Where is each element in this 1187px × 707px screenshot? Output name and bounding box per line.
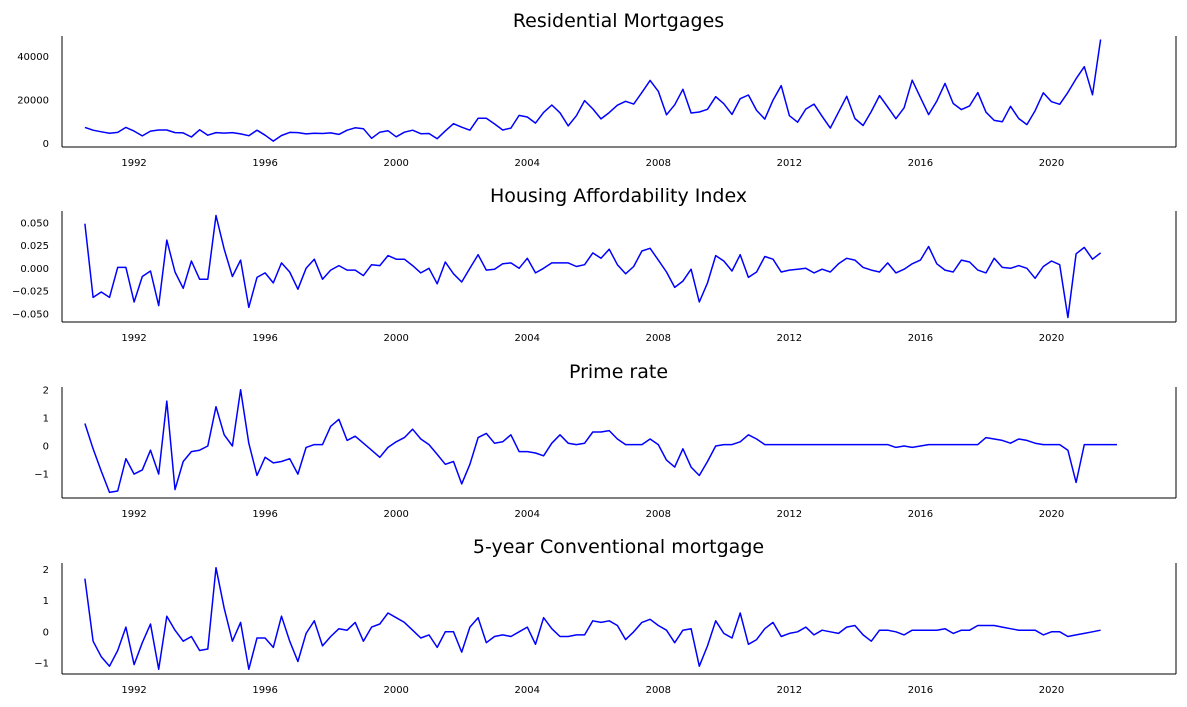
y-tick-label: 0: [43, 139, 49, 150]
x-tick-label: 2012: [777, 685, 802, 696]
x-tick-label: 1996: [252, 509, 277, 520]
x-tick-label: 1996: [252, 685, 277, 696]
x-tick-label: 2008: [646, 685, 671, 696]
y-tick-label: 1: [43, 413, 49, 424]
x-tick-label: 2020: [1039, 333, 1064, 344]
x-ticks: 1992 1996 2000 2004 2008 2012 2016 2020: [121, 685, 1064, 696]
x-tick-label: 2004: [515, 509, 540, 520]
x-tick-label: 2004: [515, 158, 540, 169]
x-tick-label: 1992: [121, 158, 146, 169]
x-tick-label: 2004: [515, 333, 540, 344]
x-tick-label: 2008: [646, 509, 671, 520]
series-line: [84, 566, 1101, 671]
series-line: [84, 389, 1117, 494]
y-tick-label: 0.025: [20, 241, 49, 252]
y-tick-label: 1: [43, 596, 49, 607]
x-tick-label: 2000: [383, 333, 408, 344]
chart-title: 5-year Conventional mortgage: [473, 536, 764, 558]
y-tick-label: −0.025: [12, 287, 49, 298]
x-tick-label: 1992: [121, 685, 146, 696]
y-tick-label: −0.050: [12, 309, 49, 320]
x-tick-label: 2016: [908, 685, 933, 696]
x-tick-label: 2020: [1039, 158, 1064, 169]
x-tick-label: 2008: [646, 333, 671, 344]
y-tick-label: 2: [43, 565, 49, 576]
y-tick-label: 0.050: [20, 218, 49, 229]
x-tick-label: 2000: [383, 509, 408, 520]
x-ticks: 1992 1996 2000 2004 2008 2012 2016 2020: [121, 158, 1064, 169]
y-tick-label: 20000: [17, 96, 49, 107]
subplot-housing-affordability-index: Housing Affordability Index 0.0500.0250.…: [12, 185, 1177, 344]
x-tick-label: 2008: [646, 158, 671, 169]
y-tick-label: 0: [43, 627, 49, 638]
x-tick-label: 1996: [252, 333, 277, 344]
x-tick-label: 1996: [252, 158, 277, 169]
chart-title: Housing Affordability Index: [490, 185, 747, 207]
y-ticks: 0 20000 40000: [17, 52, 49, 150]
y-ticks: 2 1 0 −1: [34, 565, 49, 670]
x-tick-label: 2012: [777, 333, 802, 344]
y-tick-label: 40000: [17, 52, 49, 63]
x-tick-label: 1992: [121, 333, 146, 344]
subplot-5-year-conventional-mortgage: 5-year Conventional mortgage 210−1 1992 1…: [34, 536, 1177, 696]
y-tick-label: 2: [43, 385, 49, 396]
chart-title: Prime rate: [569, 361, 668, 383]
x-ticks: 1992 1996 2000 2004 2008 2012 2016 2020: [121, 333, 1064, 344]
series-line: [84, 39, 1102, 142]
y-tick-label: 0: [43, 442, 49, 453]
x-ticks: 1992 1996 2000 2004 2008 2012 2016 2020: [121, 509, 1064, 520]
y-ticks: 0.050 0.025 0.000 −0.025 −0.050: [12, 218, 49, 320]
subplot-prime-rate: Prime rate 2 1 0 −1 1992 1996 2000 2004 2008 201…: [34, 361, 1177, 520]
x-tick-label: 2000: [383, 158, 408, 169]
x-tick-label: 2004: [515, 685, 540, 696]
x-tick-label: 2016: [908, 333, 933, 344]
y-tick-label: −1: [34, 470, 49, 481]
x-tick-label: 2012: [777, 158, 802, 169]
y-tick-label: 0.000: [20, 264, 49, 275]
series-line: [84, 214, 1102, 319]
x-tick-label: 2000: [383, 685, 408, 696]
x-tick-label: 2020: [1039, 685, 1064, 696]
x-tick-label: 1992: [121, 509, 146, 520]
x-tick-label: 2012: [777, 509, 802, 520]
y-ticks: 2 1 0 −1: [34, 385, 49, 480]
x-tick-label: 2020: [1039, 509, 1064, 520]
x-tick-label: 2016: [908, 509, 933, 520]
y-tick-label: −1: [34, 659, 49, 670]
chart-title: Residential Mortgages: [513, 10, 724, 32]
x-tick-label: 2016: [908, 158, 933, 169]
